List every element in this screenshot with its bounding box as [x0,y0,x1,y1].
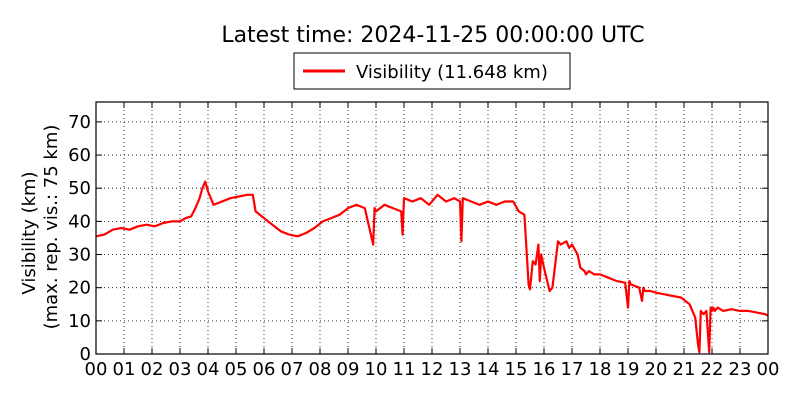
legend: Visibility (11.648 km) [293,52,571,90]
y-tick-label: 40 [68,211,91,232]
x-tick-label: 10 [365,359,388,380]
x-tick-label: 20 [645,359,668,380]
legend-entry-visibility: Visibility (11.648 km) [356,62,548,83]
y-tick-label: 70 [68,112,91,133]
x-tick-label: 16 [533,359,556,380]
y-tick-label: 60 [68,145,91,166]
x-tick-label: 04 [197,359,220,380]
x-tick-label: 06 [253,359,276,380]
y-tick-label: 10 [68,311,91,332]
x-tick-label: 00 [757,359,780,380]
x-tick-label: 18 [589,359,612,380]
y-axis-label-line1: Visibility (km) [19,171,40,294]
x-tick-label: 11 [393,359,416,380]
plot-frame [95,101,769,355]
y-tick-label: 30 [68,245,91,266]
x-tick-label: 14 [477,359,500,380]
x-tick-label: 22 [701,359,724,380]
y-tick-label: 0 [80,344,91,365]
x-tick-label: 03 [169,359,192,380]
x-tick-label: 09 [337,359,360,380]
x-tick-label: 17 [561,359,584,380]
series-line-visibility [95,180,769,354]
y-tick-label: 50 [68,178,91,199]
y-axis-label-line2: (max. rep. vis.: 75 km) [41,125,62,330]
chart-title: Latest time: 2024-11-25 00:00:00 UTC [221,23,644,48]
x-tick-label: 07 [281,359,304,380]
x-tick-label: 01 [113,359,136,380]
x-tick-label: 15 [505,359,528,380]
grid [96,102,768,354]
y-tick-label: 20 [68,278,91,299]
x-tick-label: 05 [225,359,248,380]
x-tick-label: 02 [141,359,164,380]
x-tick-label: 21 [673,359,696,380]
x-tick-label: 08 [309,359,332,380]
series-layer [95,180,769,354]
x-tick-label: 23 [729,359,752,380]
x-tick-label: 00 [85,359,108,380]
x-tick-label: 13 [449,359,472,380]
x-tick-label: 12 [421,359,444,380]
x-tick-label: 19 [617,359,640,380]
